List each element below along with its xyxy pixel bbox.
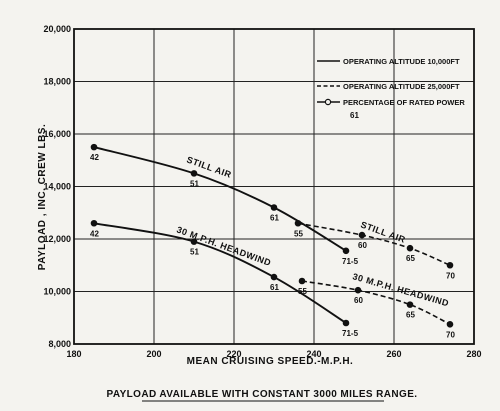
data-point: [354, 286, 362, 294]
series-line: [301, 280, 451, 326]
y-tick-label: 12,000: [43, 234, 71, 244]
y-tick-label: 8,000: [48, 339, 71, 349]
legend-label-25000ft: OPERATING ALTITUDE 25,000FT: [343, 82, 460, 91]
power-label: 55: [298, 287, 307, 296]
x-tick-label: 240: [306, 349, 321, 359]
x-tick-label: 280: [466, 349, 481, 359]
power-label: 70: [446, 271, 455, 280]
data-point: [270, 204, 278, 211]
series-label-headwind-25000: 30 M.P.H. HEADWIND: [351, 271, 450, 308]
power-label: 61: [270, 283, 279, 292]
legend-sample-value: 61: [350, 111, 359, 120]
tick-labels: 180 200 220 240 260 280 8,000 10,000 12,000 14,00…: [43, 24, 481, 359]
data-point: [190, 170, 198, 177]
y-tick-label: 14,000: [43, 182, 71, 192]
legend-label-power: PERCENTAGE OF RATED POWER: [343, 98, 465, 107]
data-point: [342, 247, 350, 255]
data-point: [270, 273, 278, 281]
power-label: 65: [406, 311, 415, 320]
data-point: [190, 238, 198, 245]
data-point: [90, 143, 98, 151]
data-point: [446, 261, 454, 269]
power-label: 70: [446, 330, 455, 339]
plot-frame: [73, 28, 475, 345]
y-tick-label: 20,000: [43, 24, 71, 34]
data-point: [90, 219, 98, 227]
x-tick-label: 260: [386, 349, 401, 359]
power-label: 55: [294, 229, 303, 238]
x-tick-label: 180: [66, 349, 81, 359]
data-point: [406, 244, 414, 252]
series-label-headwind-10000: 30 M.P.H. HEADWIND: [175, 224, 272, 268]
power-label: 71-5: [342, 329, 359, 338]
power-label: 60: [358, 241, 367, 250]
power-label: 60: [354, 296, 363, 305]
power-label: 42: [90, 153, 99, 162]
plot-border: [73, 28, 475, 345]
x-tick-label: 200: [146, 349, 161, 359]
y-tick-label: 18,000: [43, 77, 71, 87]
y-tick-label: 10,000: [43, 287, 71, 297]
legend: OPERATING ALTITUDE 10,000FT OPERATING AL…: [317, 57, 465, 120]
power-label: 51: [190, 179, 199, 188]
data-point: [358, 231, 366, 239]
series-line: [93, 222, 347, 324]
series-line: [297, 222, 451, 267]
data-point: [342, 319, 350, 327]
data-point: [446, 321, 454, 328]
series-line: [93, 146, 347, 252]
series-group: 42 51 61 71-5 42 51 61 71-5 55 60 65 70 55 60 65 70: [90, 143, 455, 339]
data-point: [406, 301, 414, 308]
power-label: 61: [270, 214, 279, 223]
data-point: [294, 219, 302, 227]
y-axis-title: PAYLOAD , INC. CREW LBS.: [37, 124, 48, 270]
power-label: 71-5: [342, 257, 359, 266]
y-tick-label: 16,000: [43, 129, 71, 139]
legend-marker: [324, 98, 332, 106]
legend-label-10000ft: OPERATING ALTITUDE 10,000FT: [343, 57, 460, 66]
x-tick-label: 220: [226, 349, 241, 359]
power-label: 65: [406, 254, 415, 263]
x-axis-title: MEAN CRUISING SPEED.-M.P.H.: [187, 356, 354, 367]
data-point: [298, 277, 306, 285]
power-label: 51: [190, 248, 199, 257]
chart-caption: PAYLOAD AVAILABLE WITH CONSTANT 3000 MIL…: [107, 389, 418, 400]
power-label: 42: [90, 229, 99, 238]
